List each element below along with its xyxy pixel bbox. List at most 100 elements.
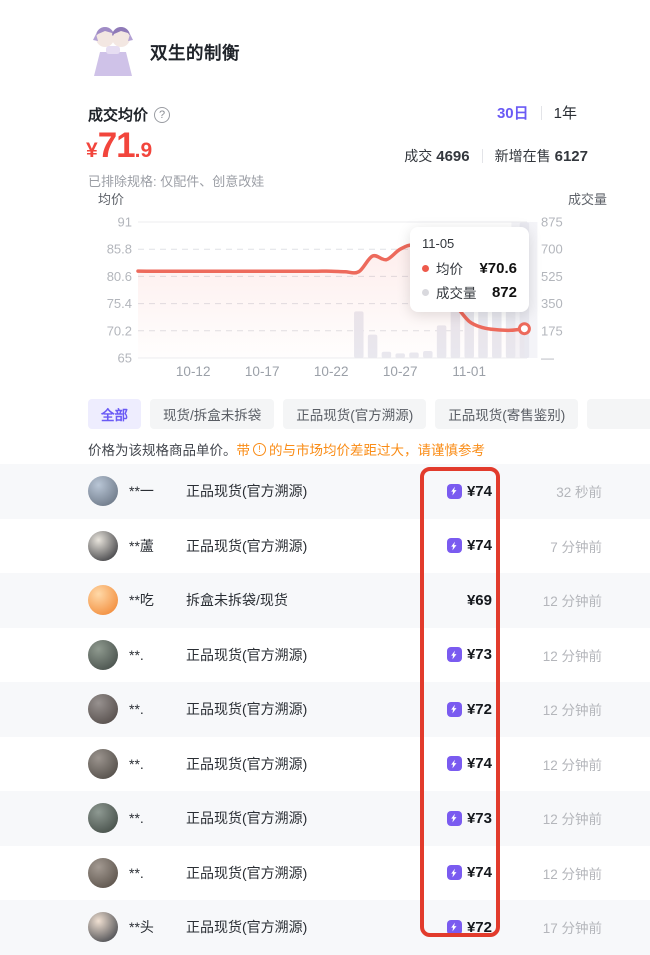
filter-tabs: 全部 现货/拆盒未拆袋 正品现货(官方溯源) 正品现货(寄售鉴别): [88, 399, 650, 431]
product-condition: 正品现货(官方溯源): [186, 755, 308, 772]
svg-text:—: —: [541, 351, 554, 366]
listing-row[interactable]: **. 正品现货(官方溯源) ¥73 12 分钟前: [0, 791, 650, 846]
listing-row[interactable]: **. 正品现货(官方溯源) ¥73 12 分钟前: [0, 627, 650, 682]
price-cell: ¥73: [362, 810, 492, 827]
price-trend-chart[interactable]: 91 875 85.8 700 80.6 525 75.4 350 70.2 175 65— 均价 成交…: [0, 190, 650, 392]
lightning-icon: [446, 483, 462, 499]
product-condition: 正品现货(官方溯源): [186, 810, 308, 827]
price-cell: ¥74: [362, 755, 492, 772]
avatar: [88, 530, 118, 561]
product-condition: 拆盒未拆袋/现货: [186, 592, 288, 609]
page-title: 双生的制衡: [150, 43, 240, 63]
filter-tab-1[interactable]: 现货/拆盒未拆袋: [150, 399, 275, 429]
seller-name: **蘆: [129, 537, 154, 554]
filter-tab-3[interactable]: 正品现货(寄售鉴别): [435, 399, 579, 429]
seller-name: **.: [129, 646, 144, 663]
tooltip-date: 11-05: [422, 236, 455, 251]
listing-row[interactable]: **一 正品现货(官方溯源) ¥74 32 秒前: [0, 464, 650, 519]
warning-text: 带 ! 的与市场均价差距过大，请谨慎参考: [236, 442, 485, 458]
seller-name: **.: [129, 864, 144, 881]
avg-price-label: 成交均价: [88, 107, 149, 124]
price-value: ¥74: [466, 537, 492, 555]
chart-tooltip: 11-05 均价 ¥70.6 成交量 872: [410, 227, 529, 312]
svg-text:10-17: 10-17: [245, 364, 280, 379]
svg-text:10-22: 10-22: [314, 364, 349, 379]
price-cell: ¥74: [362, 483, 492, 500]
svg-text:均价: 均价: [98, 192, 124, 207]
listing-time: 12 分钟前: [542, 594, 602, 610]
listing-time: 32 秒前: [556, 485, 602, 501]
seller-name: **.: [129, 701, 144, 718]
product-condition: 正品现货(官方溯源): [186, 483, 308, 500]
product-condition: 正品现货(官方溯源): [186, 646, 308, 663]
listing-row[interactable]: **. 正品现货(官方溯源) ¥74 12 分钟前: [0, 736, 650, 791]
listing-row[interactable]: **. 正品现货(官方溯源) ¥74 12 分钟前: [0, 845, 650, 900]
price-cell: ¥72: [362, 919, 492, 936]
svg-text:成交量: 成交量: [568, 192, 607, 207]
product-condition: 正品现货(官方溯源): [186, 537, 308, 554]
lightning-icon: [446, 810, 462, 826]
price-decimal: .9: [134, 139, 153, 162]
seller-name: **.: [129, 755, 144, 772]
listing-row[interactable]: **吃 拆盒未拆袋/现货 ¥69 12 分钟前: [0, 573, 650, 628]
listing-table: **一 正品现货(官方溯源) ¥74 32 秒前 **蘆 正品现货(官方溯源) ¥74 7 分…: [0, 464, 650, 955]
svg-text:75.4: 75.4: [107, 296, 132, 311]
volume-dot-icon: [422, 288, 429, 296]
excluded-spec-note: 已排除规格: 仅配件、创意改娃: [88, 174, 265, 189]
svg-text:70.2: 70.2: [107, 323, 132, 338]
price-cell: ¥69: [362, 592, 492, 609]
filter-tab-0[interactable]: 全部: [88, 399, 141, 429]
avatar: [88, 803, 118, 834]
warning-circle-icon: !: [253, 442, 266, 456]
svg-text:175: 175: [541, 323, 563, 338]
price-value: ¥73: [466, 646, 492, 664]
filter-tab-2[interactable]: 正品现货(官方溯源): [283, 399, 427, 429]
product-condition: 正品现货(官方溯源): [186, 919, 308, 936]
svg-text:700: 700: [541, 242, 563, 257]
range-tab-1[interactable]: 1年: [553, 105, 577, 122]
avatar: [88, 912, 118, 943]
listing-time: 12 分钟前: [542, 812, 602, 828]
filter-tab-4[interactable]: [587, 399, 650, 429]
avatar: [88, 585, 118, 616]
listing-time: 12 分钟前: [542, 703, 602, 719]
price-integer: 71: [97, 126, 136, 165]
price-value: ¥72: [466, 700, 492, 718]
help-question-icon[interactable]: ?: [154, 106, 171, 123]
stats-row: 成交 4696 新增在售 6127: [404, 146, 588, 166]
deal-count: 成交 4696: [404, 148, 470, 165]
svg-text:65: 65: [118, 351, 132, 366]
avatar: [88, 639, 118, 670]
lightning-icon: [446, 701, 462, 717]
seller-name: **头: [129, 919, 154, 936]
avatar: [88, 748, 118, 779]
listing-row[interactable]: **蘆 正品现货(官方溯源) ¥74 7 分钟前: [0, 518, 650, 573]
divider: [540, 105, 542, 120]
svg-text:875: 875: [541, 215, 563, 230]
range-tab-0[interactable]: 30日: [496, 105, 529, 122]
listing-time: 12 分钟前: [542, 648, 602, 664]
listing-row[interactable]: **. 正品现货(官方溯源) ¥72 12 分钟前: [0, 682, 650, 737]
seller-name: **.: [129, 810, 144, 827]
price-value: ¥74: [466, 864, 492, 882]
lightning-icon: [446, 538, 462, 554]
avatar: [88, 476, 118, 507]
price-value: ¥74: [466, 755, 492, 773]
lightning-icon: [446, 919, 462, 935]
average-price: ¥ 71 .9: [86, 126, 152, 166]
svg-text:525: 525: [541, 269, 563, 284]
product-condition: 正品现货(官方溯源): [186, 701, 308, 718]
listing-row[interactable]: **头 正品现货(官方溯源) ¥72 17 分钟前: [0, 900, 650, 955]
new-listing-count: 新增在售 6127: [494, 148, 588, 165]
listing-time: 12 分钟前: [542, 866, 602, 882]
lightning-icon: [446, 865, 462, 881]
price-cell: ¥72: [362, 701, 492, 718]
price-value: ¥69: [466, 591, 492, 609]
seller-name: **一: [129, 483, 154, 500]
svg-text:11-01: 11-01: [452, 364, 486, 379]
price-cell: ¥74: [362, 864, 492, 881]
svg-text:91: 91: [118, 215, 132, 230]
product-condition: 正品现货(官方溯源): [186, 864, 308, 881]
price-dot-icon: [422, 264, 429, 272]
